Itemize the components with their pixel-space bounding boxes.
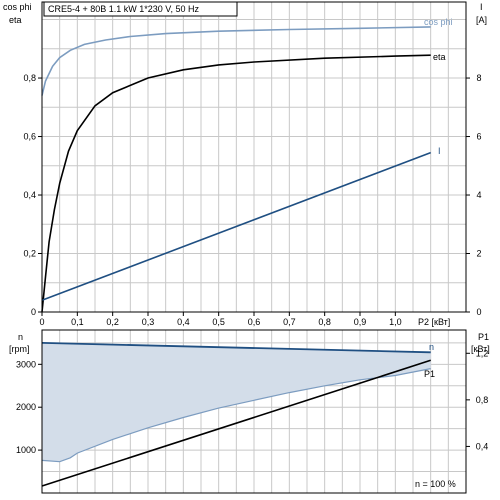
bottom-y-right-label-2: [кВт] bbox=[471, 344, 490, 354]
series-label-eta: eta bbox=[433, 52, 446, 62]
top-y-left-label-1: cos phi bbox=[3, 2, 32, 12]
bottom-plot-series bbox=[41, 342, 431, 487]
y-left-tick-label: 2000 bbox=[16, 402, 36, 412]
top-plot-grid bbox=[42, 2, 466, 312]
title-box bbox=[43, 1, 238, 17]
bottom-plot-axes: 1000 2000 3000 0,4 0,8 1,2 bbox=[16, 348, 488, 455]
series-label-cos-phi: cos phi bbox=[424, 17, 453, 27]
bottom-plot-frame bbox=[41, 329, 467, 494]
bottom-y-right-label-1: P1 bbox=[478, 332, 489, 342]
chart-title: CRE5-4 + 80B 1.1 kW 1*230 V, 50 Hz bbox=[48, 4, 200, 14]
y-left-tick-label: 1000 bbox=[16, 445, 36, 455]
bottom-y-left-label-2: [rpm] bbox=[9, 344, 30, 354]
series-label-current: I bbox=[438, 146, 441, 156]
x-tick-label: 0,4 bbox=[177, 317, 190, 327]
x-tick-label: 0,5 bbox=[212, 317, 225, 327]
top-y-right-label-1: I bbox=[480, 2, 483, 12]
speed-range-area bbox=[42, 342, 431, 462]
x-tick-label: 0,2 bbox=[106, 317, 119, 327]
y-left-tick-label: 0,2 bbox=[23, 249, 36, 259]
x-tick-label: 0,9 bbox=[354, 317, 367, 327]
x-tick-label: 0,1 bbox=[71, 317, 84, 327]
speed-range-lower-curve bbox=[41, 368, 431, 463]
bottom-y-left-label-1: n bbox=[18, 332, 23, 342]
eta-curve bbox=[41, 54, 431, 313]
y-right-tick-label: 0,8 bbox=[476, 395, 489, 405]
speed-annotation: n = 100 % bbox=[415, 479, 456, 489]
cos-phi-curve bbox=[41, 26, 431, 96]
y-right-tick-label: 2 bbox=[476, 249, 481, 259]
top-y-left-label-2: eta bbox=[9, 15, 22, 25]
top-x-axis-label: P2 [кВт] bbox=[418, 317, 450, 327]
p1-curve bbox=[41, 359, 431, 487]
x-tick-label: 1,0 bbox=[389, 317, 402, 327]
y-left-tick-label: 0,4 bbox=[23, 190, 36, 200]
x-tick-label: 0,8 bbox=[318, 317, 331, 327]
y-left-tick-label: 0,8 bbox=[23, 73, 36, 83]
x-tick-label: 0 bbox=[39, 317, 44, 327]
y-left-tick-label: 0 bbox=[31, 307, 36, 317]
x-tick-label: 0,3 bbox=[142, 317, 155, 327]
speed-curve bbox=[41, 342, 431, 354]
y-right-tick-label: 8 bbox=[476, 73, 481, 83]
y-right-tick-label: 1,2 bbox=[476, 348, 489, 358]
y-right-tick-label: 4 bbox=[476, 190, 481, 200]
top-plot-axes: 0 0,1 0,2 0,3 0,4 0,5 0,6 0,7 0,8 0,9 1,0 0 0,2 0,4 0,… bbox=[23, 73, 481, 327]
y-right-tick-label: 6 bbox=[476, 132, 481, 142]
y-left-tick-label: 0,6 bbox=[23, 132, 36, 142]
y-right-tick-label: 0,4 bbox=[476, 441, 489, 451]
current-curve bbox=[41, 151, 431, 302]
series-label-speed: n bbox=[429, 342, 434, 352]
x-tick-label: 0,6 bbox=[248, 317, 261, 327]
y-left-tick-label: 3000 bbox=[16, 359, 36, 369]
series-label-p1: P1 bbox=[424, 369, 435, 379]
top-y-right-label-2: [A] bbox=[476, 15, 487, 25]
x-tick-label: 0,7 bbox=[283, 317, 296, 327]
y-right-tick-label: 0 bbox=[476, 307, 481, 317]
top-plot-series bbox=[41, 26, 431, 313]
